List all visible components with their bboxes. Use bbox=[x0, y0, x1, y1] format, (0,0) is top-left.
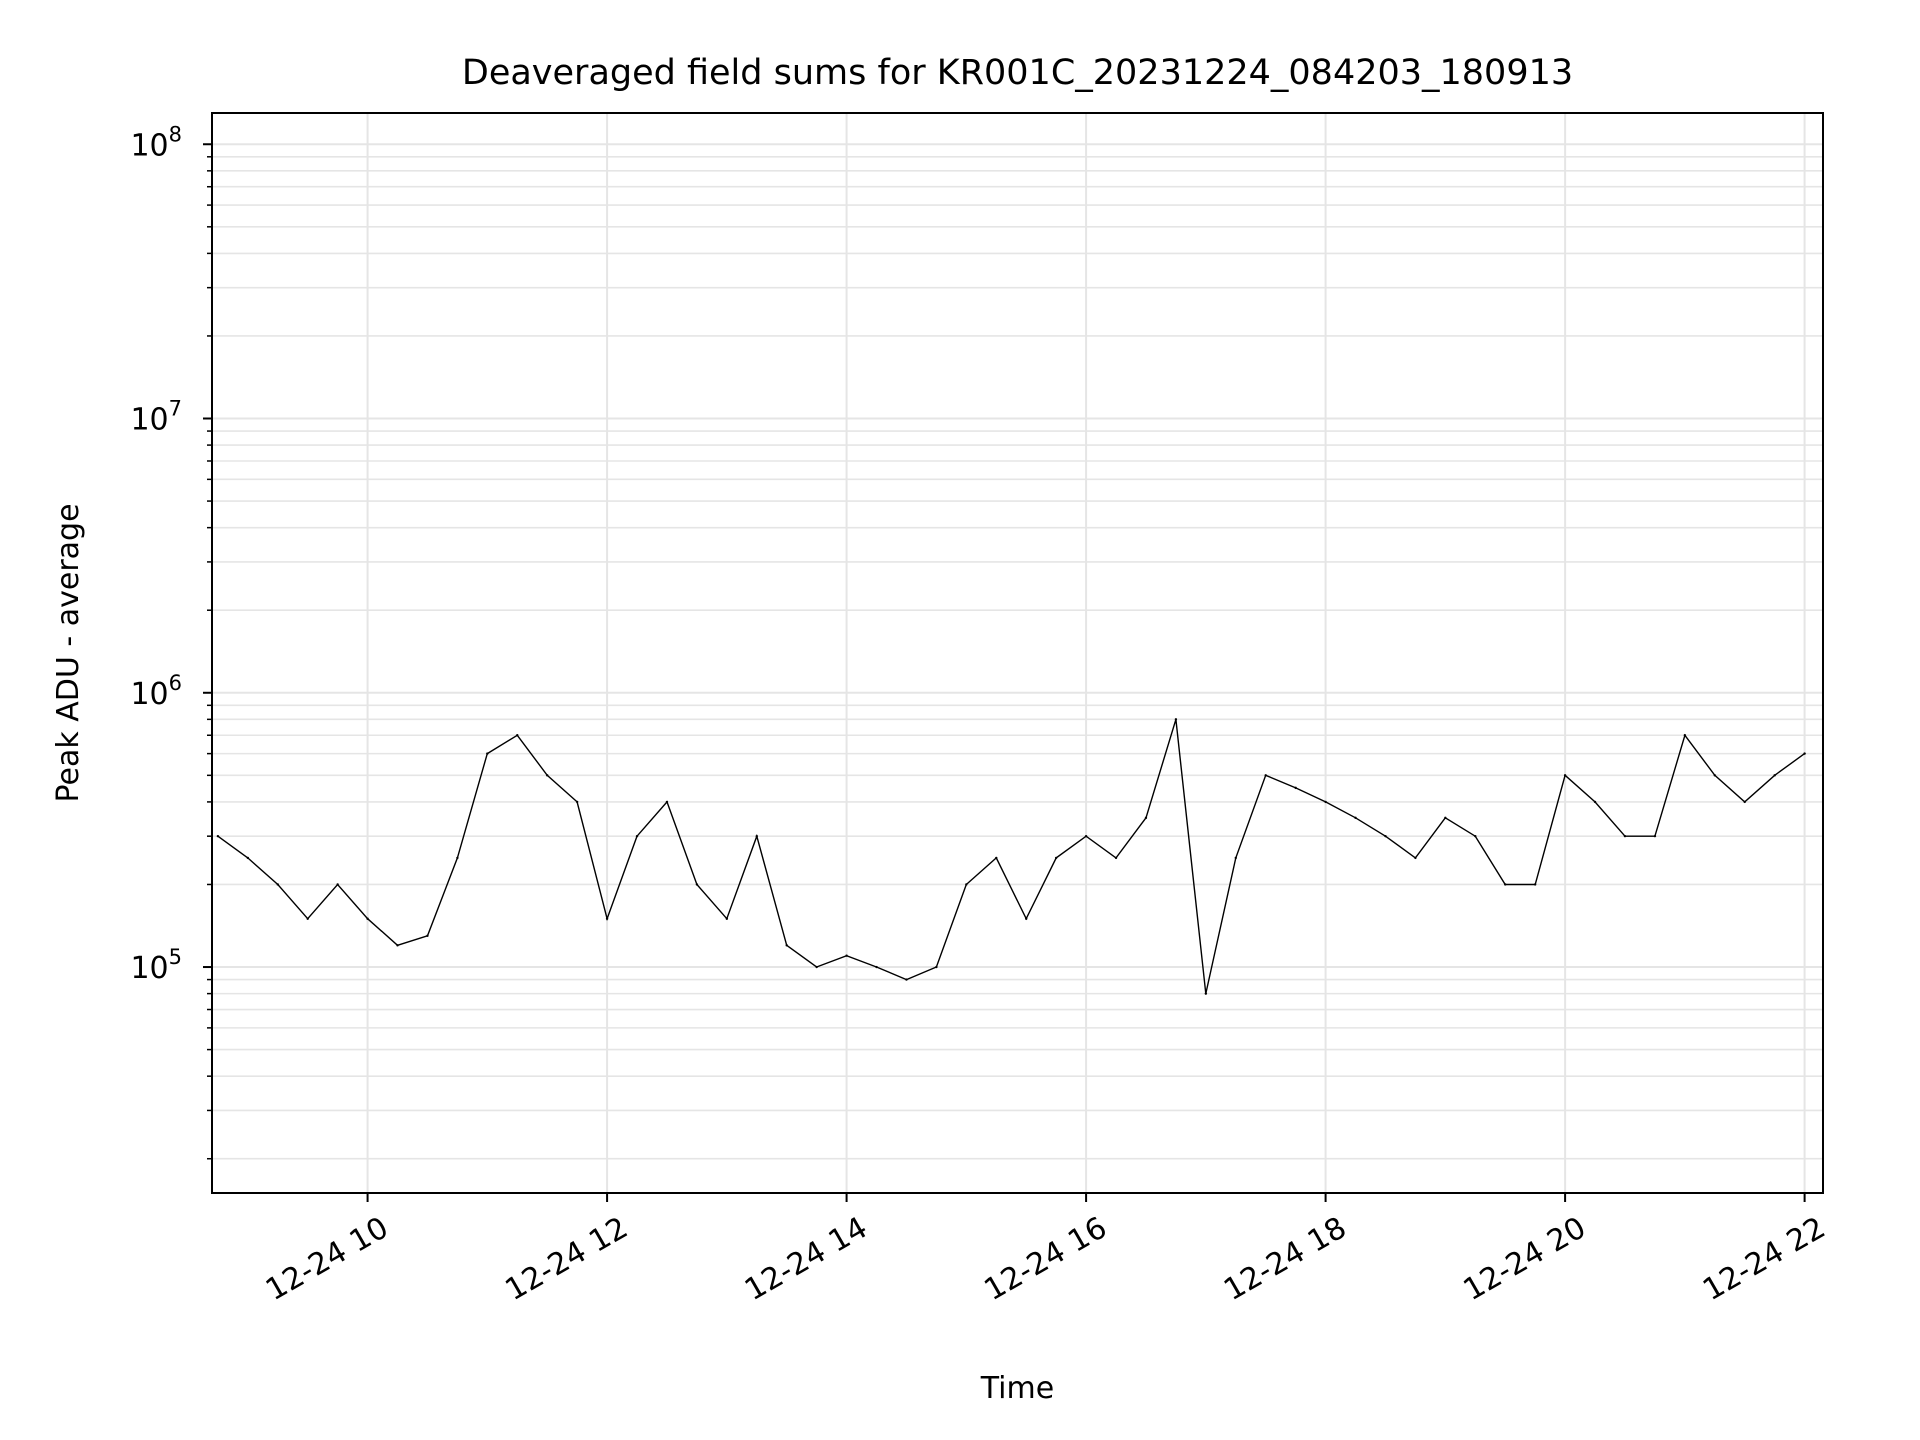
data-point bbox=[1474, 834, 1477, 838]
x-axis-label: Time bbox=[980, 1371, 1054, 1406]
y-tick-label: 107 bbox=[130, 397, 182, 438]
data-point bbox=[1324, 800, 1327, 804]
data-point bbox=[905, 978, 908, 981]
chart-title: Deaveraged field sums for KR001C_2023122… bbox=[462, 53, 1573, 93]
y-tick-label: 105 bbox=[130, 945, 182, 986]
data-point bbox=[1773, 774, 1776, 777]
data-point bbox=[1294, 786, 1297, 790]
data-point bbox=[695, 883, 699, 886]
data-point bbox=[1414, 856, 1417, 860]
data-point bbox=[546, 774, 549, 777]
data-point bbox=[1743, 800, 1746, 804]
data-point bbox=[1084, 834, 1088, 838]
data-point bbox=[1533, 883, 1537, 886]
y-tick-label: 106 bbox=[130, 671, 182, 712]
data-point bbox=[1803, 752, 1806, 755]
data-point bbox=[306, 917, 309, 920]
data-point bbox=[366, 917, 369, 920]
data-point bbox=[336, 883, 339, 886]
data-point bbox=[396, 944, 399, 947]
data-point bbox=[1593, 800, 1597, 804]
data-point bbox=[815, 965, 818, 969]
data-point bbox=[1204, 992, 1208, 995]
y-axis: 105 106 107 108 bbox=[130, 122, 212, 1160]
data-point bbox=[635, 834, 639, 838]
x-tick-label: 12-24 18 bbox=[1218, 1210, 1352, 1308]
data-point bbox=[875, 965, 878, 969]
series-layer bbox=[216, 718, 1806, 995]
data-point bbox=[845, 954, 848, 957]
data-point bbox=[1354, 816, 1357, 820]
data-point bbox=[1114, 856, 1118, 860]
data-point bbox=[1384, 834, 1387, 838]
data-point bbox=[725, 917, 729, 920]
x-tick-label: 12-24 10 bbox=[260, 1210, 394, 1308]
data-point bbox=[785, 944, 788, 947]
data-point bbox=[456, 856, 459, 860]
data-point bbox=[216, 834, 220, 838]
data-point bbox=[1174, 718, 1178, 721]
data-point bbox=[1713, 774, 1716, 777]
data-point bbox=[1144, 816, 1148, 820]
data-point bbox=[516, 734, 519, 737]
data-point bbox=[1683, 734, 1687, 737]
y-axis-label: Peak ADU - average bbox=[51, 503, 86, 802]
x-tick-label: 12-24 14 bbox=[739, 1210, 873, 1308]
y-tick-label: 108 bbox=[130, 122, 182, 163]
data-point bbox=[1653, 834, 1657, 838]
data-point bbox=[1234, 856, 1237, 860]
x-axis: 12-24 10 12-24 12 12-24 14 12-24 16 12-24 18… bbox=[260, 1193, 1831, 1308]
grid bbox=[212, 113, 1823, 1193]
plot-frame bbox=[211, 112, 1824, 1194]
data-point bbox=[1025, 917, 1028, 920]
x-tick-label: 12-24 22 bbox=[1697, 1210, 1831, 1308]
data-point bbox=[486, 752, 489, 755]
data-point bbox=[1264, 774, 1267, 777]
data-point bbox=[426, 934, 429, 937]
data-point bbox=[1504, 883, 1507, 886]
data-point bbox=[1444, 816, 1447, 820]
data-point bbox=[1054, 856, 1058, 860]
data-point bbox=[665, 800, 669, 804]
data-point bbox=[246, 856, 250, 860]
data-point bbox=[1623, 834, 1627, 838]
data-point bbox=[755, 834, 758, 838]
x-tick-label: 12-24 16 bbox=[979, 1210, 1113, 1308]
series-line-0 bbox=[217, 719, 1806, 994]
data-point bbox=[605, 917, 609, 920]
x-tick-label: 12-24 20 bbox=[1458, 1210, 1592, 1308]
data-point bbox=[965, 883, 968, 886]
x-tick-label: 12-24 12 bbox=[500, 1210, 634, 1308]
data-point bbox=[995, 856, 998, 860]
data-point bbox=[276, 883, 279, 886]
data-point bbox=[935, 965, 938, 969]
data-point bbox=[1563, 774, 1567, 777]
data-point bbox=[575, 800, 579, 804]
